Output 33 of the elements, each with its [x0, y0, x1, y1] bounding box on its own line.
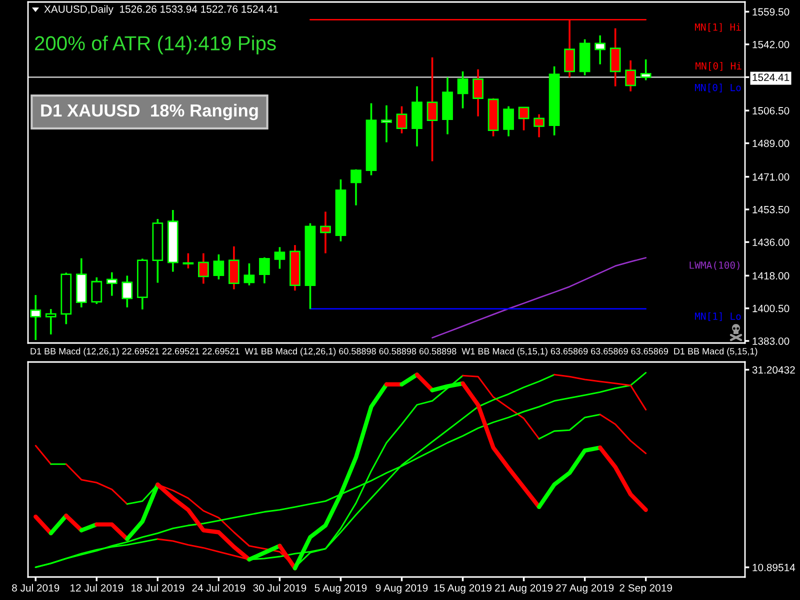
x-tick-label: 27 Aug 2019: [556, 584, 614, 594]
x-tick-label: 15 Aug 2019: [434, 584, 492, 594]
chart-title: D1 BB Macd (12,26,1) 22.69521 22.69521 22.69521 W1 BB Macd (12,26,1) 60.58898 60.58898 60.58898 W1 BB Macd (5,15,1) 63.65869 63.65869 63.65869 D1 BB Macd (5,15,1): [30, 348, 758, 356]
x-tick-label: 21 Aug 2019: [495, 584, 553, 594]
annotation: MN[0] Lo: [695, 84, 741, 92]
annotation: D1 XAUUSD 18% Ranging: [41, 104, 258, 120]
x-tick-label: 8 Jul 2019: [12, 584, 60, 592]
y-tick-label: 1453.50: [752, 206, 790, 214]
y-tick-label: 1559.50: [752, 8, 790, 16]
y-tick-label: 1542.00: [752, 40, 790, 48]
chart-title: XAUUSD,Daily 1526.26 1533.94 1522.76 1524.41: [44, 5, 278, 15]
y-tick-label: 1506.50: [752, 107, 790, 114]
y-tick-label: 31.20432: [752, 366, 795, 374]
text: MN[1] Lo: [695, 312, 741, 322]
y-tick-label: 1524.41: [752, 74, 790, 82]
text: LWMA(100): [690, 261, 740, 270]
x-tick-label: 12 Jul 2019: [70, 584, 124, 592]
annotation: 200% of ATR (14):419 Pips: [35, 36, 276, 54]
y-tick-label: 1471.00: [752, 173, 790, 181]
x-tick-label: 18 Jul 2019: [132, 584, 184, 592]
text: MN[1] Hi: [695, 23, 741, 32]
annotation: MN[0] Hi: [696, 62, 742, 71]
y-tick-label: 10.89514: [752, 564, 796, 572]
y-tick-label: 1436.00: [752, 238, 790, 246]
x-tick-label: 9 Aug 2019: [376, 584, 428, 594]
y-tick-label: 1383.00: [752, 337, 790, 345]
y-tick-label: 1489.00: [752, 140, 790, 148]
y-tick-label: 1400.50: [752, 304, 790, 312]
x-tick-label: 5 Aug 2019: [314, 584, 367, 594]
x-tick-label: 24 Jul 2019: [192, 584, 246, 592]
x-tick-label: 2 Sep 2019: [620, 584, 672, 594]
y-tick-label: 1418.00: [752, 272, 790, 280]
x-tick-label: 30 Jul 2019: [253, 584, 306, 592]
